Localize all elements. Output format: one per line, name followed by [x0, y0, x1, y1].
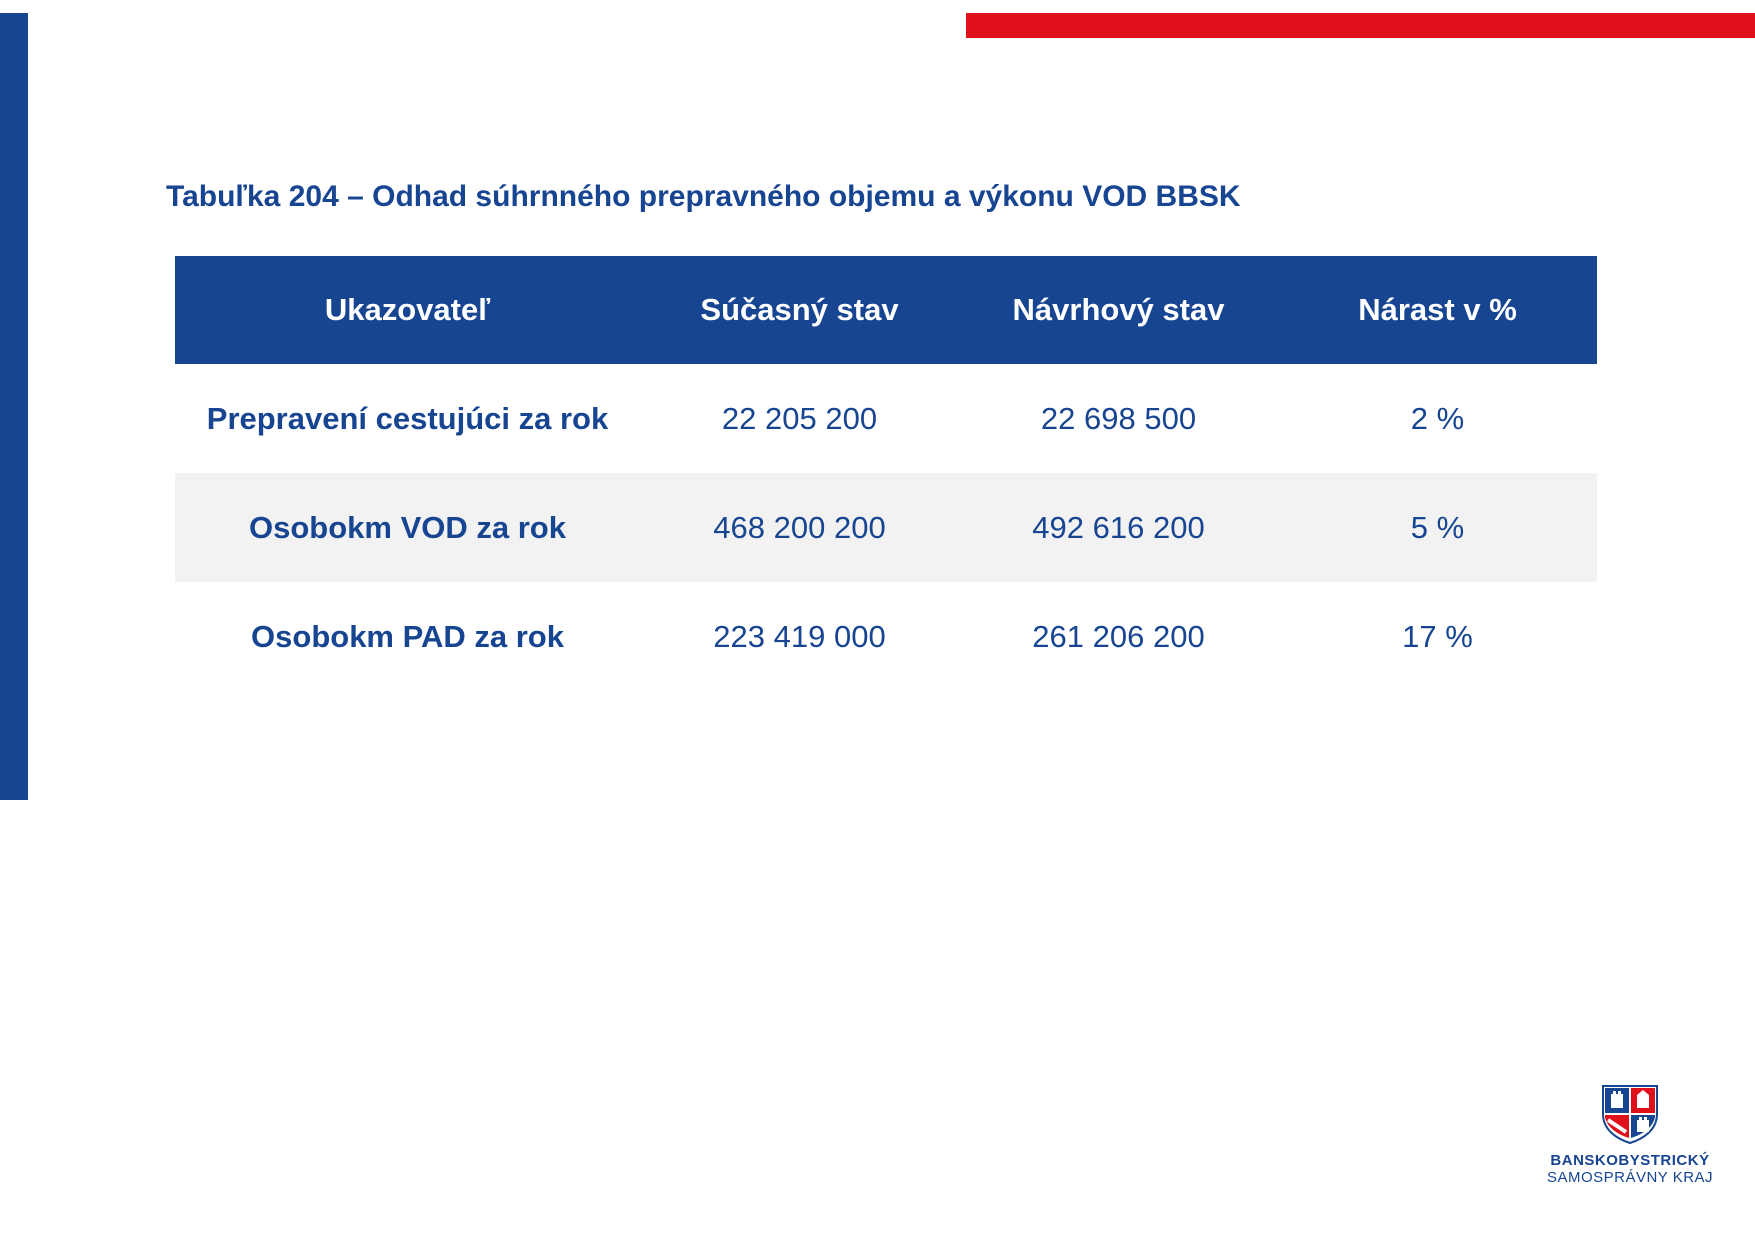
increase-value: 5 %: [1278, 473, 1597, 582]
table-header-row: Ukazovateľ Súčasný stav Návrhový stav Ná…: [175, 256, 1597, 364]
top-accent-stripe: [966, 13, 1755, 38]
column-header-indicator: Ukazovateľ: [175, 256, 640, 364]
table-row: Osobokm PAD za rok 223 419 000 261 206 2…: [175, 582, 1597, 691]
increase-value: 2 %: [1410, 400, 1465, 436]
organization-logo: BANSKOBYSTRICKÝ SAMOSPRÁVNY KRAJ: [1540, 1084, 1720, 1186]
row-label: Osobokm PAD za rok: [251, 618, 564, 654]
current-value: 468 200 200: [640, 473, 959, 582]
table-row: Prepravení cestujúci za rok 22 205 200 2…: [175, 364, 1597, 473]
proposed-value: 492 616 200: [959, 473, 1278, 582]
row-label: Prepravení cestujúci za rok: [206, 400, 609, 436]
coat-of-arms-icon: [1602, 1085, 1658, 1144]
row-label: Osobokm VOD za rok: [175, 473, 640, 582]
proposed-value: 22 698 500: [1040, 400, 1197, 436]
left-accent-bar: [0, 13, 28, 800]
logo-text-line2: SAMOSPRÁVNY KRAJ: [1546, 1169, 1714, 1186]
increase-value: 17 %: [1402, 618, 1473, 654]
column-header-increase: Nárast v %: [1278, 256, 1597, 364]
data-table: Ukazovateľ Súčasný stav Návrhový stav Ná…: [175, 256, 1597, 691]
logo-text-line1: BANSKOBYSTRICKÝ: [1550, 1152, 1710, 1169]
column-header-current: Súčasný stav: [640, 256, 959, 364]
current-value: 22 205 200: [721, 400, 878, 436]
table-row: Osobokm VOD za rok 468 200 200 492 616 2…: [175, 473, 1597, 582]
proposed-value: 261 206 200: [1032, 618, 1205, 654]
current-value: 223 419 000: [713, 618, 886, 654]
column-header-proposed: Návrhový stav: [959, 256, 1278, 364]
page-title: Tabuľka 204 – Odhad súhrnného prepravnéh…: [166, 180, 1241, 213]
